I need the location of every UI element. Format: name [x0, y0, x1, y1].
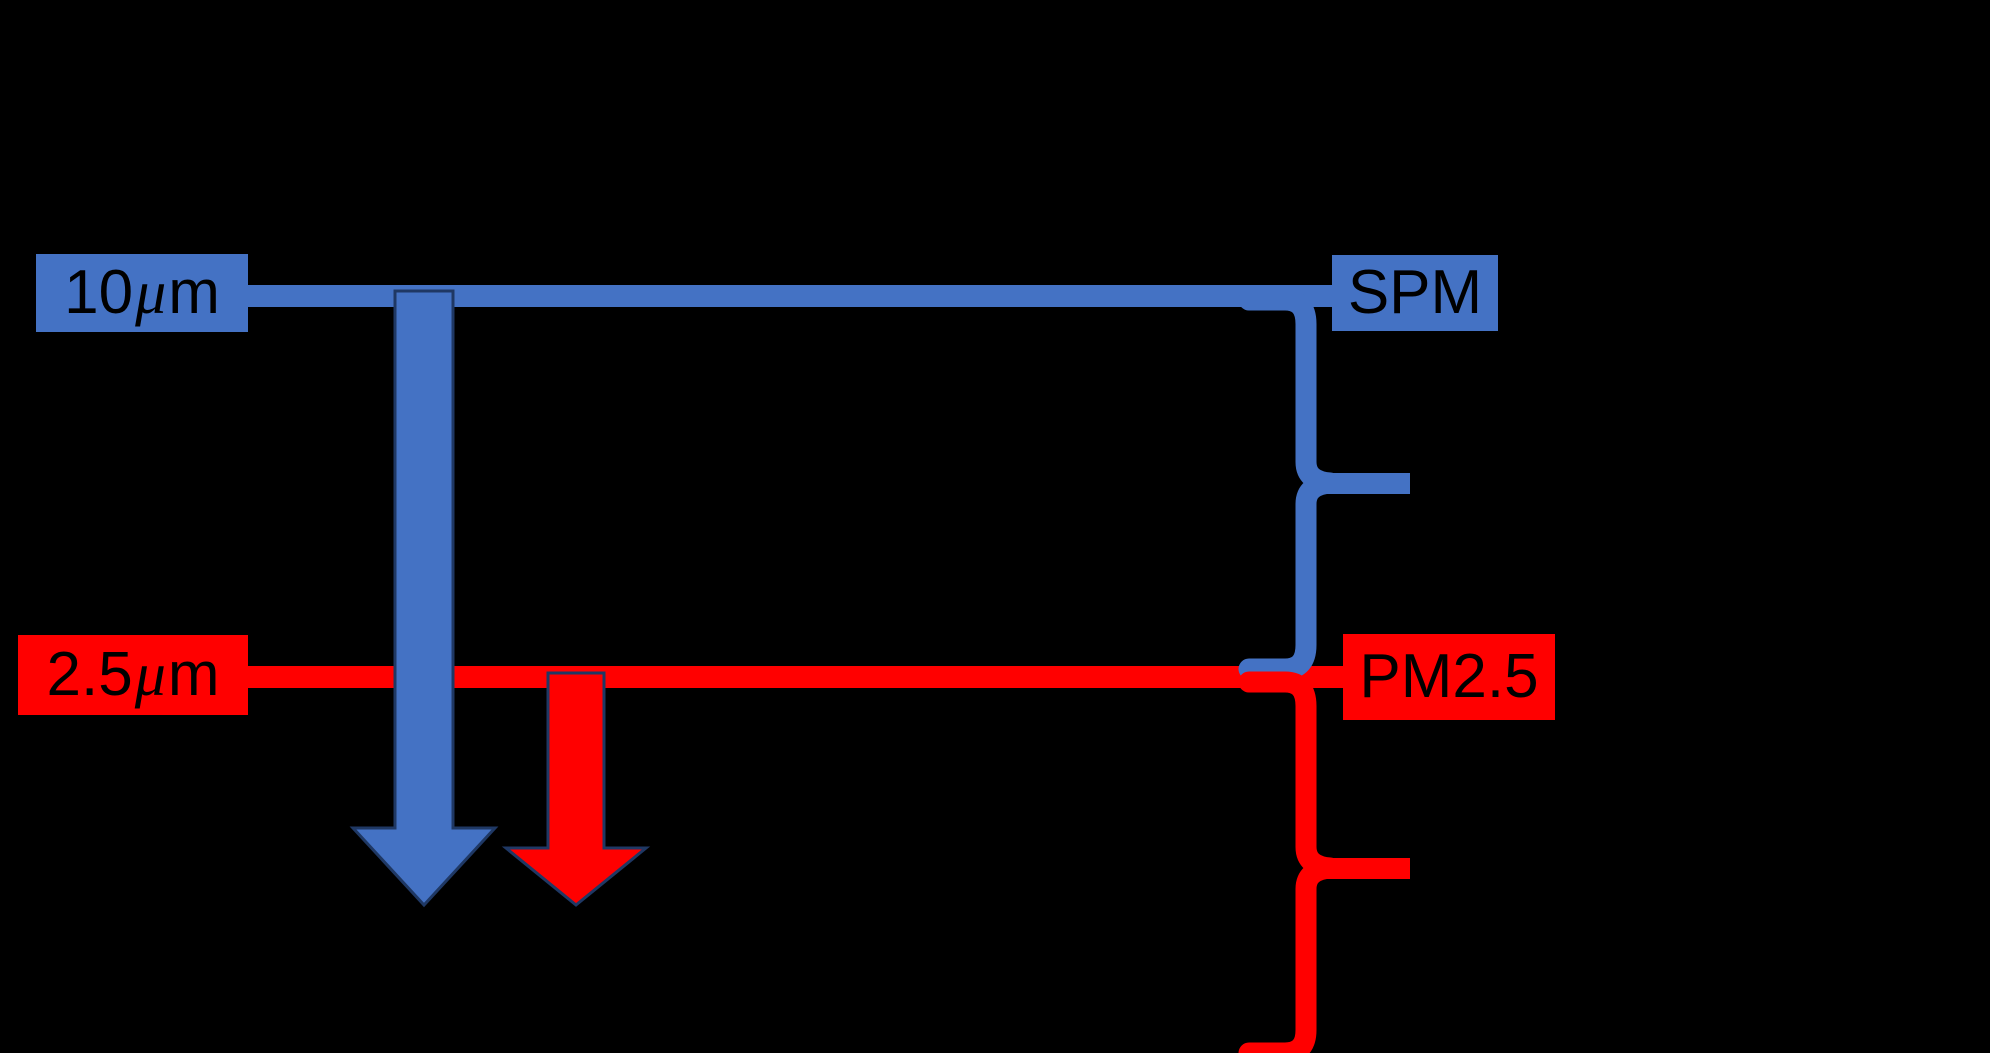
micro-sign-icon: μ — [135, 259, 167, 327]
category-label-pm25: PM2.5 — [1343, 634, 1555, 720]
brace-spm — [1238, 289, 1410, 680]
category-label-spm: SPM — [1332, 255, 1498, 331]
micro-sign-icon: μ — [134, 641, 166, 709]
size-label-10um-unit: m — [168, 258, 220, 327]
brace-spm-stem — [1326, 473, 1410, 494]
size-label-10um: 10 μ m — [36, 254, 248, 332]
arrow-pm25-range — [501, 671, 651, 907]
brace-pm25 — [1238, 671, 1410, 1053]
size-label-2_5um-unit: m — [167, 640, 220, 709]
size-label-10um-number: 10 — [64, 258, 134, 327]
arrow-spm-range — [349, 289, 499, 908]
threshold-line-10um — [248, 285, 1338, 307]
size-label-2_5um-number: 2.5 — [46, 640, 133, 709]
size-label-2_5um: 2.5 μ m — [18, 635, 248, 715]
threshold-line-2_5um — [248, 666, 1353, 688]
brace-pm25-stem — [1326, 858, 1410, 879]
